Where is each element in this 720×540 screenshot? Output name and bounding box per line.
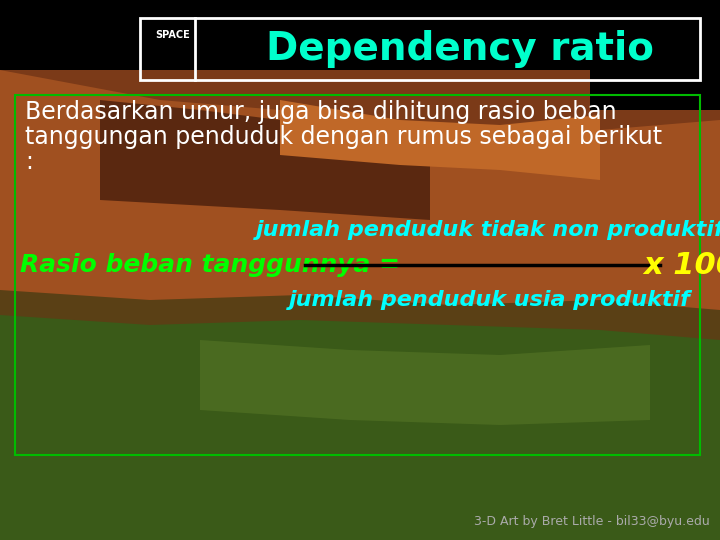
Text: 3-D Art by Bret Little - bil33@byu.edu: 3-D Art by Bret Little - bil33@byu.edu: [474, 516, 710, 529]
Polygon shape: [100, 100, 430, 220]
Polygon shape: [0, 305, 720, 540]
Text: x 100: x 100: [643, 251, 720, 280]
Bar: [0, 310, 720, 540]
Text: Rasio beban tanggunnya =: Rasio beban tanggunnya =: [20, 253, 400, 277]
Polygon shape: [0, 70, 720, 320]
Polygon shape: [200, 340, 650, 425]
Bar: [600, 0, 720, 140]
Text: tanggungan penduduk dengan rumus sebagai berikut: tanggungan penduduk dengan rumus sebagai…: [25, 125, 662, 149]
Bar: [0, 70, 720, 320]
Bar: [590, 50, 720, 110]
Polygon shape: [0, 290, 720, 340]
Polygon shape: [280, 100, 600, 180]
Text: SPACE: SPACE: [155, 30, 190, 40]
Bar: [0, 0, 720, 100]
Text: jumlah penduduk tidak non produktif: jumlah penduduk tidak non produktif: [256, 220, 720, 240]
Text: Dependency ratio: Dependency ratio: [266, 30, 654, 68]
Text: jumlah penduduk usia produktif: jumlah penduduk usia produktif: [289, 290, 691, 310]
Bar: [0, 0, 720, 50]
Text: :: :: [25, 150, 33, 174]
Text: Berdasarkan umur, juga bisa dihitung rasio beban: Berdasarkan umur, juga bisa dihitung ras…: [25, 100, 616, 124]
